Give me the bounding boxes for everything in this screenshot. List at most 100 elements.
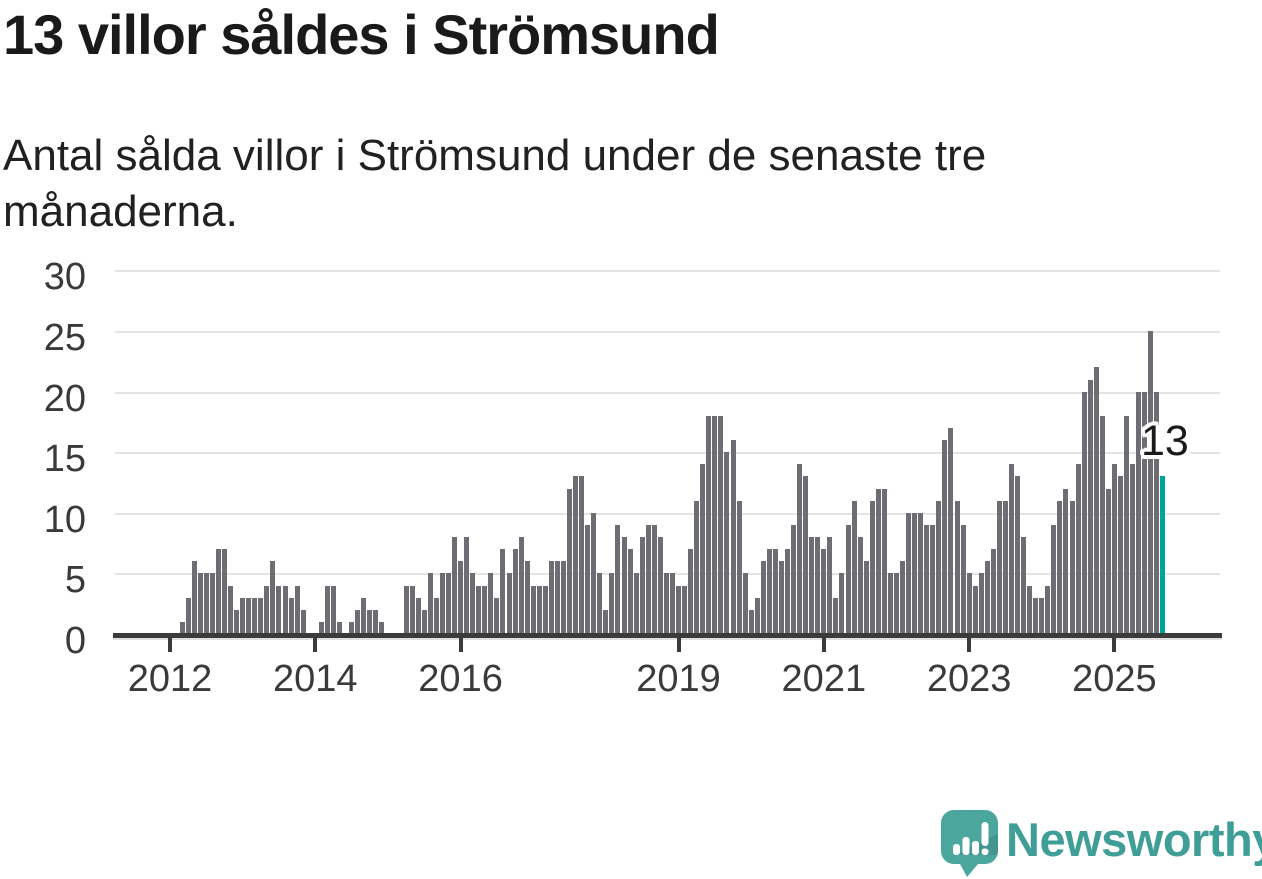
bar <box>579 476 585 634</box>
bar <box>603 609 609 634</box>
bar <box>760 561 766 634</box>
bar <box>506 573 512 634</box>
bar <box>330 585 336 634</box>
bar <box>688 549 694 634</box>
x-tick-label: 2025 <box>1072 658 1157 700</box>
x-axis-tick <box>821 638 826 652</box>
x-axis-tick <box>168 638 172 652</box>
bar <box>766 549 772 634</box>
bar <box>1063 488 1069 634</box>
bar <box>833 597 839 634</box>
bar <box>488 573 494 634</box>
subtitle-line-2: månaderna. <box>3 187 238 237</box>
bar <box>718 415 724 634</box>
bar <box>948 428 954 634</box>
x-axis-line <box>113 633 1222 638</box>
bar <box>264 585 270 634</box>
bar <box>900 561 906 634</box>
bar <box>942 440 948 634</box>
x-tick-label: 2019 <box>636 658 721 700</box>
bar <box>809 537 815 634</box>
y-tick-label: 30 <box>43 256 86 299</box>
x-tick-label: 2014 <box>273 658 358 700</box>
bar <box>282 585 288 634</box>
x-tick-label: 2021 <box>781 658 867 700</box>
x-axis-tick <box>967 638 972 652</box>
x-axis-tick <box>676 638 681 652</box>
bar <box>676 585 682 634</box>
x-axis-tick <box>313 638 318 652</box>
bar <box>415 597 421 634</box>
bar-highlight-latest <box>1160 476 1166 634</box>
x-axis-tick <box>458 638 463 652</box>
bar <box>1081 391 1087 634</box>
bar <box>185 597 191 634</box>
bar <box>288 597 294 634</box>
bar <box>270 561 276 634</box>
bar <box>712 415 718 634</box>
bar <box>197 573 203 634</box>
bar <box>639 537 645 634</box>
bar <box>742 573 748 634</box>
bar <box>228 585 234 634</box>
bar <box>990 549 996 634</box>
bar <box>367 609 373 634</box>
bar <box>851 500 857 634</box>
bar <box>536 585 542 634</box>
bar <box>1009 464 1014 634</box>
bar <box>778 561 784 634</box>
bar <box>409 585 415 634</box>
bar <box>1154 391 1160 634</box>
bar <box>1099 415 1105 634</box>
bar <box>682 585 688 634</box>
bar <box>530 585 536 634</box>
bar <box>1111 464 1117 634</box>
bar <box>1021 537 1027 634</box>
bar <box>615 524 621 634</box>
bar <box>337 621 342 634</box>
bar <box>1027 585 1033 634</box>
bar <box>960 524 966 634</box>
gridline <box>115 270 1220 273</box>
bar <box>470 573 476 634</box>
bar <box>724 452 730 634</box>
brand-name: Newsworthy <box>1006 813 1262 866</box>
bar <box>803 476 809 634</box>
bar <box>1051 524 1057 634</box>
gridline <box>115 512 1220 515</box>
bar <box>657 537 663 634</box>
bar <box>972 585 978 634</box>
bar <box>379 621 385 634</box>
bar <box>791 524 797 634</box>
bar <box>494 597 500 634</box>
bar <box>827 537 833 634</box>
bar <box>482 585 488 634</box>
bar <box>706 415 712 634</box>
brand-footer: Newsworthy <box>941 808 1262 879</box>
bar <box>912 512 918 634</box>
bar <box>1033 597 1039 634</box>
bar <box>215 549 221 634</box>
bar <box>785 549 790 634</box>
bar <box>1057 500 1063 634</box>
bar <box>554 561 560 634</box>
bar <box>500 549 506 634</box>
bar <box>627 549 633 634</box>
bar <box>1045 585 1051 634</box>
bar <box>258 597 264 634</box>
bar <box>772 549 778 634</box>
bar <box>1105 488 1111 634</box>
bar <box>548 561 554 634</box>
bar <box>209 573 215 634</box>
bar <box>1130 464 1136 634</box>
bar <box>246 597 252 634</box>
bar <box>918 512 924 634</box>
bar <box>524 561 530 634</box>
bar <box>1075 464 1081 634</box>
bar <box>179 621 185 634</box>
bar <box>1093 367 1099 634</box>
bar <box>821 549 827 634</box>
bar <box>857 537 863 634</box>
bar <box>754 597 760 634</box>
